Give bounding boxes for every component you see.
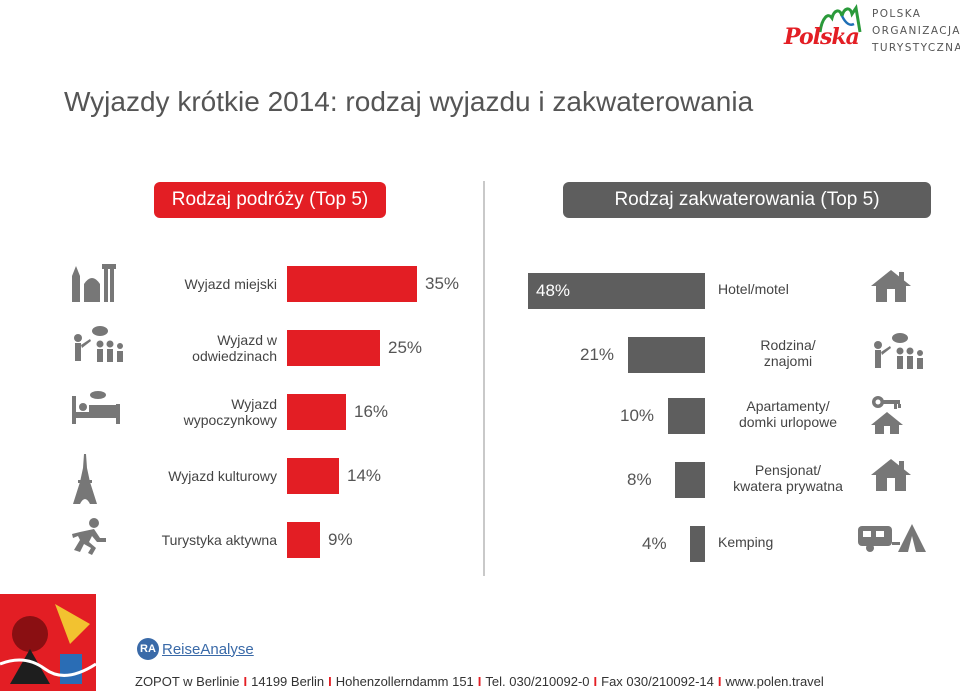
footer-address: ZOPOT w Berlinie I 14199 Berlin I Hohenzolle… xyxy=(135,674,824,689)
house-icon xyxy=(870,269,912,308)
ra-name: ReiseAnalyse xyxy=(162,640,254,658)
value-label: 21% xyxy=(580,345,615,364)
category-label: Wyjazd miejski xyxy=(184,276,277,292)
address-separator: I xyxy=(593,674,598,689)
section-divider xyxy=(483,181,485,576)
address-separator: I xyxy=(328,674,332,689)
category-label: Rodzina/znajomi xyxy=(760,337,816,369)
bar xyxy=(528,273,705,309)
visiting-people-icon xyxy=(70,326,126,369)
bar xyxy=(628,337,705,373)
reiseanalyse-logo: RA ReiseAnalyse xyxy=(137,637,254,661)
address-separator: I xyxy=(477,674,482,689)
value-label: 35% xyxy=(425,274,460,293)
address-separator: I xyxy=(717,674,722,689)
address-part: www.polen.travel xyxy=(725,674,824,689)
polska-logo-mark xyxy=(818,4,862,33)
address-part: Fax 030/210092-14 xyxy=(601,674,714,689)
bar xyxy=(287,394,346,430)
bar xyxy=(287,522,320,558)
house-icon xyxy=(870,458,912,497)
key-house-icon xyxy=(870,394,904,439)
city-icon xyxy=(70,262,120,307)
visiting-people-icon xyxy=(870,333,926,376)
category-label: Pensjonat/kwatera prywatna xyxy=(733,462,843,494)
accommodation-type-header: Rodzaj zakwaterowania (Top 5) xyxy=(563,182,931,218)
value-label: 16% xyxy=(354,402,389,421)
bar xyxy=(675,462,705,498)
bar xyxy=(668,398,705,434)
bar xyxy=(690,526,705,562)
value-label: 14% xyxy=(347,466,382,485)
value-label: 48% xyxy=(536,281,571,300)
category-label: Wyjazd kulturowy xyxy=(168,468,277,484)
category-label: Wyjazd wypoczynkowy xyxy=(183,396,277,428)
runner-icon xyxy=(70,518,110,561)
bar xyxy=(287,266,417,302)
org-line: POLSKA xyxy=(872,8,922,20)
value-label: 8% xyxy=(627,470,652,489)
bar xyxy=(287,458,339,494)
org-line: ORGANIZACJA xyxy=(872,25,960,37)
value-label: 10% xyxy=(620,406,655,425)
value-label: 4% xyxy=(642,534,667,553)
address-part: ZOPOT w Berlinie xyxy=(135,674,240,689)
ra-badge: RA xyxy=(137,638,159,660)
caravan-tent-icon xyxy=(856,522,926,557)
travel-type-header: Rodzaj podróży (Top 5) xyxy=(154,182,386,218)
bar xyxy=(287,330,380,366)
category-label: Apartamenty/domki urlopowe xyxy=(738,398,838,430)
category-label: Turystyka aktywna xyxy=(161,532,277,548)
polska-logo: Polska POLSKA ORGANIZACJA TURYSTYCZNA xyxy=(780,4,960,60)
eiffel-tower-icon xyxy=(70,454,100,509)
page-title: Wyjazdy krótkie 2014: rodzaj wyjazdu i z… xyxy=(64,86,754,117)
decorative-poster-art xyxy=(0,594,96,691)
bed-rest-icon xyxy=(70,390,122,431)
address-separator: I xyxy=(243,674,248,689)
value-label: 25% xyxy=(388,338,423,357)
org-line: TURYSTYCZNA xyxy=(872,42,960,54)
organization-name: POLSKA ORGANIZACJA TURYSTYCZNA xyxy=(872,6,960,57)
category-label: Hotel/motel xyxy=(718,281,789,297)
category-label: Kemping xyxy=(718,534,774,550)
polska-wordmark: Polska xyxy=(784,24,860,50)
address-part: Tel. 030/210092-0 xyxy=(485,674,590,689)
address-part: Hohenzollerndamm 151 xyxy=(335,674,474,689)
category-label: Wyjazd w odwiedzinach xyxy=(192,332,277,364)
address-part: 14199 Berlin xyxy=(251,674,325,689)
value-label: 9% xyxy=(328,530,353,549)
